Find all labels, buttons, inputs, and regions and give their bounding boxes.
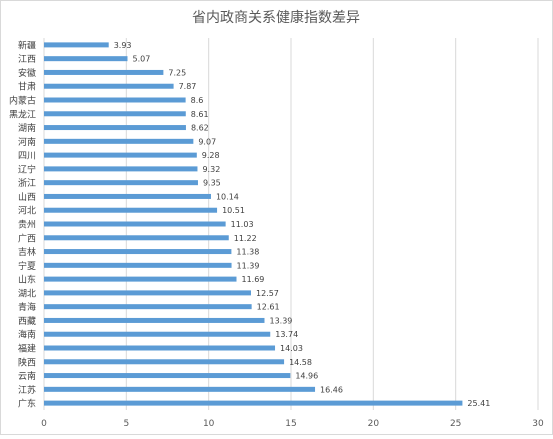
data-label: 8.6 [191, 96, 204, 105]
x-tick-label: 15 [285, 419, 296, 429]
data-label: 11.22 [234, 234, 257, 243]
bar [44, 359, 285, 365]
bar [44, 276, 237, 282]
data-label: 12.61 [257, 303, 280, 312]
bar [44, 69, 164, 75]
bar [44, 235, 229, 241]
category-label: 湖南 [18, 122, 36, 134]
bar [44, 221, 226, 227]
bar [44, 193, 211, 199]
category-label: 江苏 [18, 384, 36, 396]
category-label: 贵州 [18, 219, 36, 231]
category-label: 云南 [18, 370, 36, 382]
data-label: 14.58 [289, 358, 312, 367]
category-label: 海南 [18, 329, 36, 341]
data-label: 25.41 [467, 399, 490, 408]
data-label: 12.57 [256, 289, 279, 298]
chart-title: 省内政商关系健康指数差异 [192, 9, 360, 26]
category-label: 新疆 [18, 39, 36, 51]
data-label: 9.35 [203, 179, 221, 188]
category-label: 广西 [18, 232, 36, 244]
x-tick-label: 20 [368, 419, 380, 429]
category-label: 河南 [18, 136, 36, 148]
bar [44, 373, 291, 379]
x-tick-label: 5 [123, 419, 129, 429]
bar [44, 400, 463, 406]
data-label: 13.39 [269, 316, 292, 325]
bar [44, 331, 271, 337]
data-label: 16.46 [320, 385, 343, 394]
bar [44, 125, 186, 131]
category-label: 河北 [18, 205, 36, 217]
category-label: 安徽 [18, 67, 36, 79]
bars [44, 42, 463, 406]
x-tick-label: 30 [532, 419, 544, 429]
bar [44, 317, 265, 323]
category-label: 山东 [18, 274, 36, 286]
bar [44, 249, 232, 255]
bar [44, 152, 197, 158]
category-label: 西藏 [18, 315, 36, 327]
category-label: 甘肃 [18, 81, 36, 93]
category-label: 山西 [18, 192, 36, 203]
category-label: 江西 [18, 54, 36, 65]
category-labels: 新疆江西安徽甘肃内蒙古黑龙江湖南河南四川辽宁浙江山西河北贵州广西吉林宁夏山东湖北… [9, 39, 36, 409]
bar [44, 42, 109, 48]
data-label: 14.03 [280, 344, 303, 353]
data-label: 10.14 [216, 192, 239, 201]
bar [44, 345, 276, 351]
x-tick-label: 25 [450, 419, 461, 429]
category-label: 福建 [18, 343, 36, 355]
bar [44, 207, 218, 213]
data-label: 11.39 [237, 261, 260, 270]
data-label: 3.93 [114, 41, 132, 50]
data-label: 8.62 [191, 124, 209, 133]
data-label: 9.32 [202, 165, 220, 174]
bar [44, 386, 316, 392]
x-tick-label: 10 [203, 419, 215, 429]
bar [44, 111, 186, 117]
value-labels: 3.935.07 7.25 7.87 8.6 8.61 8.62 9.07 9.28 9.32 9… [114, 41, 491, 408]
data-label: 7.87 [179, 82, 197, 91]
bar [44, 97, 186, 103]
category-label: 青海 [18, 301, 36, 313]
bar [44, 56, 128, 62]
data-label: 14.96 [295, 372, 318, 381]
category-label: 内蒙古 [9, 95, 36, 107]
bar [44, 290, 251, 296]
bar [44, 180, 198, 186]
category-label: 黑龙江 [9, 108, 36, 120]
bar [44, 138, 194, 144]
category-label: 辽宁 [18, 163, 36, 175]
data-label: 11.69 [241, 275, 264, 284]
category-label: 广东 [18, 398, 36, 410]
category-label: 陕西 [18, 356, 36, 368]
data-label: 13.74 [275, 330, 298, 339]
data-label: 7.25 [168, 68, 186, 77]
bar [44, 83, 174, 89]
x-axis-ticks: 0 5 10 15 20 25 30 [41, 419, 544, 429]
data-label: 9.07 [198, 137, 216, 146]
bar [44, 304, 252, 310]
data-label: 9.28 [202, 151, 220, 160]
category-label: 吉林 [18, 246, 36, 258]
bar [44, 262, 232, 268]
x-tick-label: 0 [41, 419, 47, 429]
category-label: 四川 [18, 152, 36, 162]
data-label: 5.07 [132, 55, 150, 64]
data-label: 11.03 [231, 220, 254, 229]
bar [44, 166, 198, 172]
data-label: 8.61 [191, 110, 209, 119]
data-label: 11.38 [236, 248, 259, 257]
category-label: 浙江 [18, 177, 36, 189]
category-label: 湖北 [18, 288, 36, 299]
data-label: 10.51 [222, 206, 245, 215]
category-label: 宁夏 [18, 260, 36, 272]
